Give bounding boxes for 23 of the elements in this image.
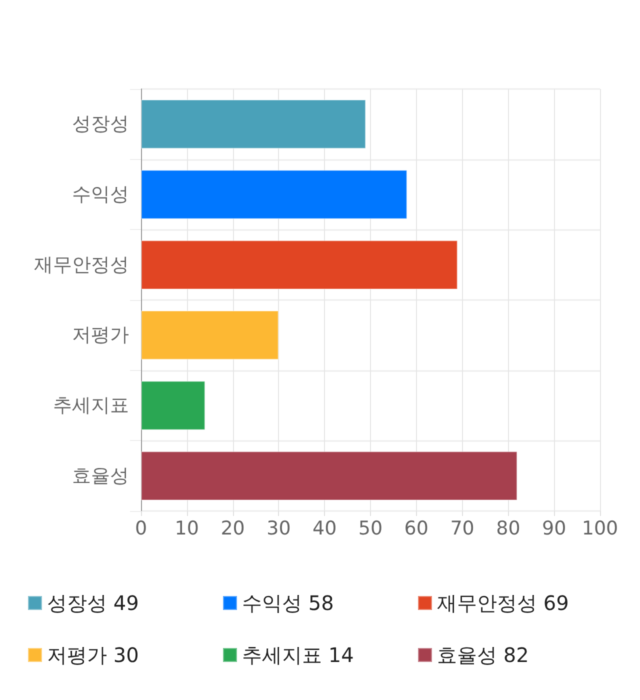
x-tick-label: 70 <box>450 518 474 540</box>
y-tick-label: 성장성 <box>72 113 129 136</box>
x-tick-label: 60 <box>404 518 428 540</box>
x-tick-label: 80 <box>496 518 520 540</box>
x-tick-label: 50 <box>358 518 383 540</box>
legend-label: 추세지표 14 <box>242 643 354 667</box>
x-tick-label: 10 <box>174 518 199 540</box>
legend-label: 재무안정성 69 <box>437 591 569 615</box>
x-tick-label: 100 <box>582 518 618 540</box>
y-tick-label: 저평가 <box>72 324 129 346</box>
x-tick-label: 0 <box>134 518 148 540</box>
x-tick-label: 90 <box>542 518 566 540</box>
y-tick-label: 효율성 <box>72 464 129 487</box>
y-tick-label: 재무안정성 <box>34 254 129 276</box>
y-tick-label: 수익성 <box>72 184 129 206</box>
legend-label: 저평가 30 <box>47 643 139 667</box>
legend-label: 성장성 49 <box>47 591 139 615</box>
y-tick-label: 추세지표 <box>53 394 129 416</box>
legend-label: 효율성 82 <box>437 643 529 667</box>
x-tick-label: 40 <box>312 518 337 540</box>
legend-label: 수익성 58 <box>242 591 334 615</box>
x-tick-label: 30 <box>266 518 291 540</box>
x-tick-label: 20 <box>220 518 245 540</box>
